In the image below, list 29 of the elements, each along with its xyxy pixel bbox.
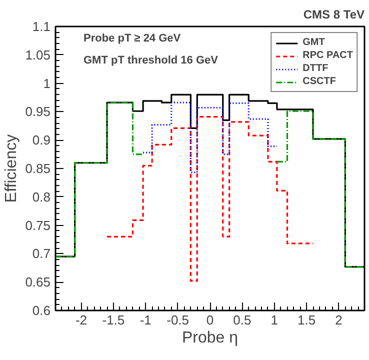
x-tick-label: 0 — [206, 312, 214, 328]
x-tick-label: 1.5 — [298, 312, 316, 328]
x-tick-label: 1 — [270, 312, 278, 328]
x-tick-label: -1.5 — [102, 312, 125, 328]
y-tick-label: 0.95 — [25, 104, 51, 120]
y-tick-label: 1.1 — [32, 19, 51, 34]
x-axis-title: Probe η — [182, 330, 238, 346]
y-tick-label: 0.65 — [25, 274, 51, 290]
x-tick-label: -1 — [140, 312, 152, 328]
legend-label: RPC PACT — [302, 50, 353, 61]
y-tick-label: 1.05 — [25, 47, 51, 62]
x-tick-label: -2 — [75, 312, 88, 328]
chart-title: CMS 8 TeV — [303, 8, 364, 22]
y-tick-label: 0.6 — [32, 303, 51, 318]
annotation: Probe pT ≥ 24 GeV — [84, 32, 182, 44]
x-tick-label: -0.5 — [166, 312, 190, 328]
annotation: GMT pT threshold 16 GeV — [84, 54, 219, 66]
y-axis-title: Efficiency — [3, 134, 20, 203]
y-tick-label: 0.85 — [25, 161, 51, 176]
legend-label: DTTF — [302, 63, 328, 74]
legend-label: CSCTF — [302, 76, 336, 87]
legend-label: GMT — [302, 37, 325, 48]
x-tick-label: 0.5 — [233, 312, 252, 328]
y-tick-label: 1 — [43, 76, 51, 91]
y-tick-label: 0.75 — [25, 218, 51, 233]
x-tick-label: 2 — [335, 312, 342, 328]
y-tick-label: 0.7 — [32, 246, 51, 262]
y-tick-label: 0.9 — [32, 132, 51, 148]
y-tick-label: 0.8 — [32, 189, 51, 204]
